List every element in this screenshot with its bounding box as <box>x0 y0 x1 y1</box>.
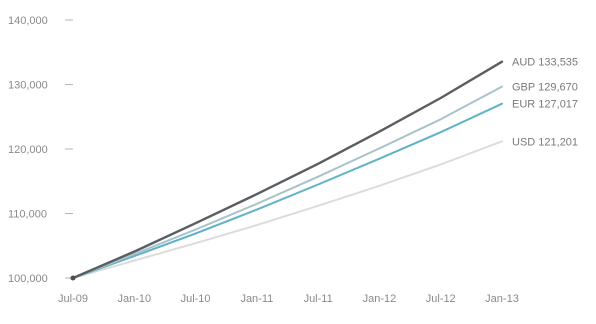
start-point <box>70 275 76 281</box>
x-tick-label: Jan-10 <box>117 293 151 305</box>
y-tick-label: 100,000 <box>8 273 48 285</box>
x-tick-label: Jul-09 <box>58 293 88 305</box>
x-tick-label: Jul-11 <box>304 293 333 305</box>
x-tick-label: Jan-13 <box>485 293 519 305</box>
series-line-gbp <box>72 85 503 279</box>
end-label-eur: EUR 127,017 <box>512 99 578 111</box>
x-tick-label: Jul-10 <box>181 293 211 305</box>
y-tick-label: 120,000 <box>8 144 48 156</box>
y-tick-label: 110,000 <box>8 209 47 221</box>
end-label-usd: USD 121,201 <box>512 136 578 148</box>
series-line-usd <box>72 140 503 279</box>
x-tick-label: Jan-11 <box>240 293 273 305</box>
end-label-gbp: GBP 129,670 <box>512 82 578 94</box>
series-line-eur <box>72 102 503 279</box>
x-tick-label: Jul-12 <box>426 293 456 305</box>
y-tick-label: 140,000 <box>8 15 48 27</box>
y-tick-label: 130,000 <box>8 80 48 92</box>
x-tick-label: Jan-12 <box>363 293 397 305</box>
end-label-aud: AUD 133,535 <box>512 57 578 69</box>
series-line-aud <box>71 60 504 280</box>
